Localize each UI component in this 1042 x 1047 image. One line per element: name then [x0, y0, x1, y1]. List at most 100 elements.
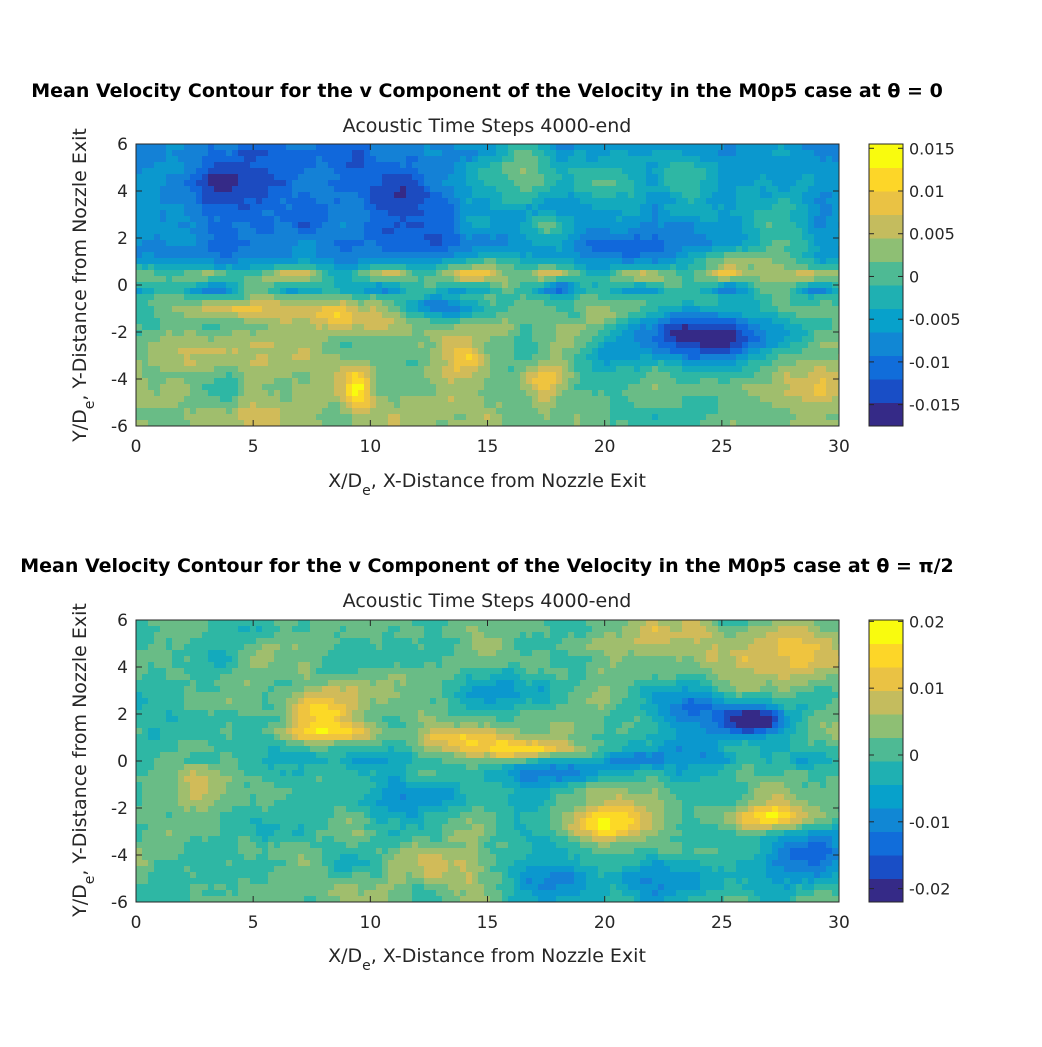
contour-cell: [178, 354, 185, 361]
contour-cell: [292, 396, 299, 403]
contour-cell: [466, 144, 473, 151]
contour-cell: [754, 294, 761, 301]
contour-cell: [364, 378, 371, 385]
contour-cell: [790, 378, 797, 385]
contour-cell: [598, 222, 605, 229]
contour-cell: [364, 312, 371, 319]
contour-cell: [364, 330, 371, 337]
contour-cell: [358, 342, 365, 349]
contour-cell: [652, 288, 659, 295]
contour-cell: [208, 360, 215, 367]
contour-cell: [208, 318, 215, 325]
contour-cell: [382, 162, 389, 169]
contour-cell: [598, 348, 605, 355]
contour-cell: [412, 360, 419, 367]
contour-cell: [376, 144, 383, 151]
contour-cell: [640, 204, 647, 211]
contour-cell: [274, 246, 281, 253]
contour-cell: [646, 378, 653, 385]
contour-cell: [136, 312, 143, 319]
contour-cell: [682, 270, 689, 277]
contour-cell: [778, 198, 785, 205]
contour-cell: [166, 330, 173, 337]
contour-cell: [802, 360, 809, 367]
contour-cell: [208, 282, 215, 289]
contour-cell: [316, 204, 323, 211]
contour-cell: [718, 378, 725, 385]
contour-cell: [154, 372, 161, 379]
contour-cell: [730, 282, 737, 289]
contour-cell: [784, 306, 791, 313]
contour-cell: [352, 198, 359, 205]
contour-cell: [730, 240, 737, 247]
contour-cell: [820, 378, 827, 385]
contour-cell: [466, 252, 473, 259]
contour-cell: [658, 360, 665, 367]
contour-cell: [370, 270, 377, 277]
contour-cell: [592, 378, 599, 385]
contour-cell: [538, 228, 545, 235]
contour-cell: [574, 264, 581, 271]
contour-cell: [292, 276, 299, 283]
contour-cell: [826, 174, 833, 181]
contour-cell: [778, 156, 785, 163]
contour-cell: [670, 246, 677, 253]
contour-cell: [166, 366, 173, 373]
contour-cell: [280, 312, 287, 319]
contour-cell: [802, 192, 809, 199]
contour-cell: [778, 330, 785, 337]
contour-cell: [484, 288, 491, 295]
contour-cell: [538, 366, 545, 373]
contour-cell: [760, 324, 767, 331]
contour-cell: [280, 240, 287, 247]
contour-cell: [190, 324, 197, 331]
contour-cell: [574, 186, 581, 193]
contour-cell: [814, 258, 821, 265]
contour-cell: [460, 252, 467, 259]
panel-top: Mean Velocity Contour for the v Componen…: [31, 80, 960, 499]
contour-cell: [796, 288, 803, 295]
contour-cell: [136, 360, 143, 367]
contour-cell: [496, 300, 503, 307]
contour-cell: [250, 396, 257, 403]
contour-cell: [310, 318, 317, 325]
contour-cell: [184, 390, 191, 397]
contour-cell: [802, 342, 809, 349]
contour-cell: [220, 222, 227, 229]
contour-cell: [142, 216, 149, 223]
contour-cell: [370, 294, 377, 301]
contour-cell: [754, 180, 761, 187]
contour-cell: [646, 372, 653, 379]
contour-cell: [256, 324, 263, 331]
contour-cell: [730, 360, 737, 367]
contour-cell: [670, 270, 677, 277]
contour-cell: [610, 168, 617, 175]
contour-cell: [724, 342, 731, 349]
contour-cell: [724, 234, 731, 241]
contour-cell: [808, 150, 815, 157]
contour-cell: [616, 390, 623, 397]
contour-cell: [376, 360, 383, 367]
contour-cell: [142, 288, 149, 295]
contour-cell: [238, 330, 245, 337]
contour-cell: [742, 246, 749, 253]
contour-cell: [472, 150, 479, 157]
contour-cell: [370, 246, 377, 253]
contour-cell: [676, 336, 683, 343]
contour-cell: [238, 288, 245, 295]
contour-cell: [724, 294, 731, 301]
contour-cell: [412, 162, 419, 169]
contour-cell: [196, 270, 203, 277]
contour-cell: [502, 384, 509, 391]
contour-cell: [496, 378, 503, 385]
contour-cell: [532, 216, 539, 223]
contour-cell: [514, 192, 521, 199]
contour-cell: [694, 324, 701, 331]
contour-cell: [154, 366, 161, 373]
contour-cell: [166, 234, 173, 241]
contour-cell: [658, 372, 665, 379]
contour-cell: [382, 336, 389, 343]
contour-cell: [238, 150, 245, 157]
contour-cell: [664, 270, 671, 277]
contour-cell: [334, 396, 341, 403]
